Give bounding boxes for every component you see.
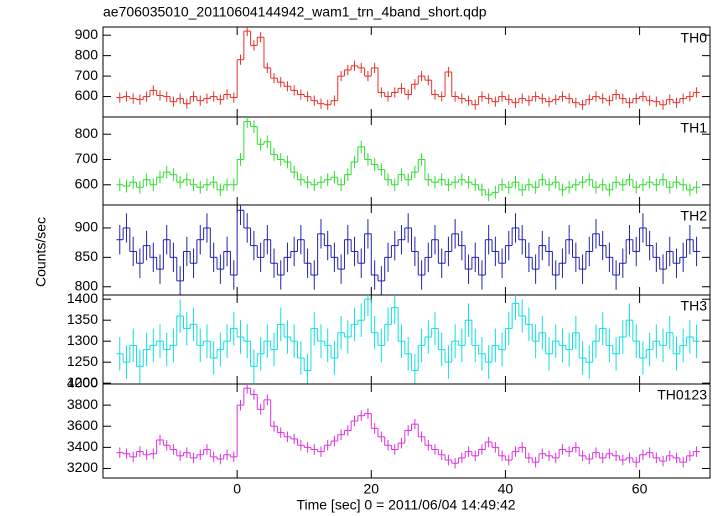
- panel-label: TH0: [681, 30, 708, 46]
- chart-title: ae706035010_20110604144942_wam1_trn_4ban…: [103, 4, 487, 20]
- y-tick-label: 800: [75, 46, 99, 62]
- x-tick-label: 60: [632, 481, 648, 497]
- y-tick-label: 900: [75, 219, 99, 235]
- y-tick-label: 850: [75, 248, 99, 264]
- series-group: [116, 295, 700, 384]
- x-axis-label: Time [sec] 0 = 2011/06/04 14:49:42: [296, 497, 515, 513]
- y-tick-label: 3200: [67, 459, 98, 475]
- series-group: [116, 117, 700, 202]
- x-tick-label: 20: [363, 481, 379, 497]
- y-tick-label: 1350: [67, 311, 98, 327]
- y-tick-label: 700: [75, 67, 99, 83]
- y-tick-label: 600: [75, 87, 99, 103]
- y-tick-label: 3400: [67, 438, 98, 454]
- series-group: [116, 205, 700, 295]
- panel-label: TH0123: [657, 387, 707, 403]
- y-tick-label: 800: [75, 277, 99, 293]
- series-group: [116, 384, 700, 469]
- panel-label: TH2: [681, 208, 708, 224]
- panel-frame: [102, 383, 711, 479]
- y-axis-label: Counts/sec: [33, 217, 49, 287]
- panel-label: TH3: [681, 298, 708, 314]
- series-group: [116, 27, 700, 110]
- y-tick-label: 1300: [67, 332, 98, 348]
- x-tick-label: 0: [233, 481, 241, 497]
- panel-label: TH1: [681, 120, 708, 136]
- y-tick-label: 1400: [67, 290, 98, 306]
- y-tick-label: 3800: [67, 396, 98, 412]
- panel-frame: [102, 116, 711, 206]
- y-tick-label: 3600: [67, 417, 98, 433]
- x-tick-label: 40: [498, 481, 514, 497]
- y-tick-label: 600: [75, 175, 99, 191]
- y-tick-label: 4000: [67, 375, 98, 391]
- panel-frame: [102, 294, 711, 385]
- panel-frame: [102, 26, 711, 118]
- y-tick-label: 900: [75, 26, 99, 42]
- panel-frame: [102, 204, 711, 296]
- y-tick-label: 700: [75, 150, 99, 166]
- y-tick-label: 800: [75, 125, 99, 141]
- y-tick-label: 1250: [67, 353, 98, 369]
- y-tick-label: 1200: [67, 374, 98, 390]
